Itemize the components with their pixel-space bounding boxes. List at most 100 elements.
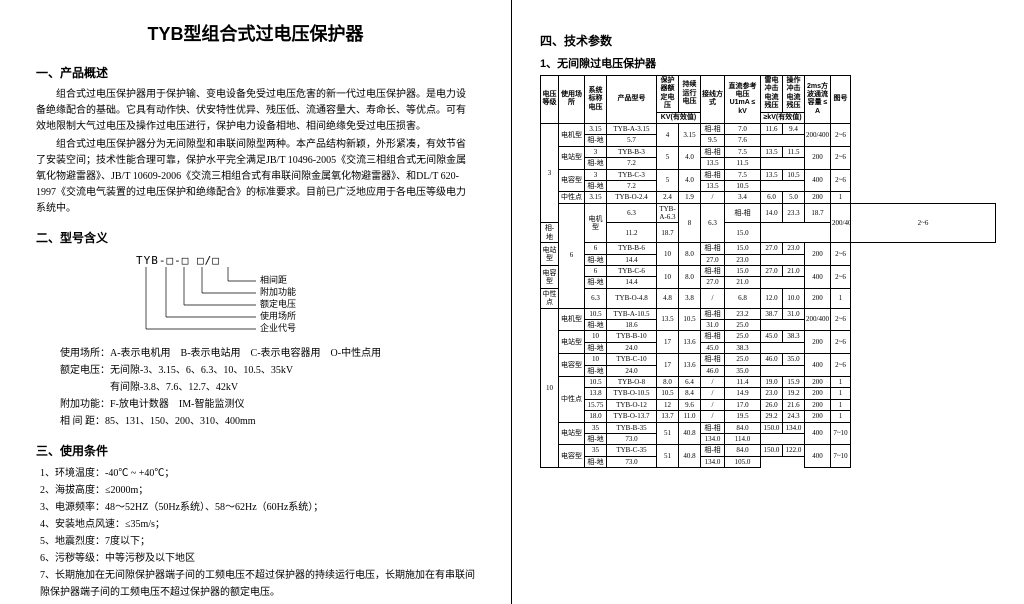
- table-cell: 23.3: [783, 203, 805, 223]
- table-cell: 12: [657, 399, 679, 410]
- table-row: 相-地18.631.025.0: [541, 319, 996, 330]
- table-cell: 23.0: [761, 388, 783, 399]
- usage-line: 使用场所：A-表示电机用 B-表示电站用 C-表示电容器用 O-中性点用: [60, 345, 475, 362]
- th-oimp: 操作冲击电流残压: [783, 76, 805, 113]
- table-row: 电站型3TYB-B-354.0相-相7.513.511.52002~6: [541, 146, 996, 157]
- table-cell: 2~6: [831, 243, 851, 266]
- table-cell: TYB-A-6.3: [657, 203, 679, 223]
- table-cell: 5.7: [607, 135, 657, 146]
- table-cell: TYB-B-6: [607, 243, 657, 254]
- table-row: 相-地7.213.510.5: [541, 180, 996, 191]
- table-cell: 10: [657, 266, 679, 289]
- model-label-1: 附加功能: [260, 286, 296, 298]
- table-cell: 电容型: [559, 445, 585, 468]
- table-cell: 6: [585, 266, 607, 277]
- table-cell: 10.5: [585, 308, 607, 319]
- table-cell: 18.6: [607, 319, 657, 330]
- table-cell: 27.0: [701, 277, 725, 288]
- table-cell: TYB-C-3: [607, 169, 657, 180]
- table-cell: TYB-B-35: [607, 422, 657, 433]
- table-cell: 8.4: [679, 388, 701, 399]
- table-cell: 3.15: [679, 123, 701, 146]
- table-row: 中性点10.5TYB-O-88.06.4/11.419.015.92001: [541, 376, 996, 387]
- sec-1-para-2: 组合式过电压保护器分为无间隙型和串联间隙型两种。本产品结构新颖，外形紧凑，有效节…: [36, 137, 475, 217]
- table-cell: 400: [805, 266, 831, 289]
- table-cell: 46.0: [701, 365, 725, 376]
- table-cell: 电容型: [559, 169, 585, 192]
- table-cell: 400: [805, 445, 831, 468]
- table-cell: 27.0: [761, 266, 783, 277]
- table-cell: 25.0: [725, 331, 761, 342]
- table-cell: 8.0: [657, 376, 679, 387]
- table-cell: 35: [585, 445, 607, 456]
- table-row: 电站型10TYB-B-101713.6相-相25.045.038.32002~6: [541, 331, 996, 342]
- table-cell: 51: [657, 422, 679, 445]
- table-cell: 150.0: [761, 422, 783, 433]
- table-cell: 200: [805, 243, 831, 266]
- cond-item: 3、电源频率：48～52HZ（50Hz系统）、58～62Hz（60Hz系统）；: [40, 499, 475, 516]
- table-cell: 6.0: [761, 192, 783, 203]
- table-cell: 13.5: [701, 180, 725, 191]
- table-row: 电容型6TYB-C-6108.0相-相15.027.021.04002~6: [541, 266, 996, 277]
- cond-item: 7、长期施加在无间隙保护器端子间的工频电压不超过保护器的持续运行电压，长期施加在…: [40, 567, 475, 601]
- table-cell: 13.5: [761, 146, 783, 157]
- table-cell: /: [701, 399, 725, 410]
- table-cell: 7~10: [831, 422, 851, 445]
- table-cell: 相-相: [701, 123, 725, 134]
- table-cell: 18.7: [657, 223, 679, 243]
- spec-table-body: 3电机型3.15TYB-A-3.1543.15相-相7.011.69.4200/…: [541, 123, 996, 467]
- table-cell: 19.5: [725, 411, 761, 422]
- th-sys: 系统标称电压: [585, 76, 607, 124]
- sec-2-heading: 二、型号含义: [36, 229, 475, 246]
- model-code: TYB-□-□ □/□: [136, 254, 475, 267]
- spec-table-head: 电压等级 使用场所 系统标称电压 产品型号 保护器额定电压 持续运行电压 接线方…: [541, 76, 996, 124]
- th-model: 产品型号: [607, 76, 657, 124]
- th-kv-sub: KV(有效值): [657, 112, 701, 123]
- table-cell: 相-相: [725, 203, 761, 223]
- table-cell: 10: [541, 308, 559, 467]
- table-cell: 11.6: [761, 123, 783, 134]
- table-cell: 27.0: [761, 243, 783, 254]
- table-cell: 150.0: [761, 445, 783, 456]
- table-cell: TYB-C-6: [607, 266, 657, 277]
- table-cell: 24.0: [607, 365, 657, 376]
- table-cell: 24.3: [783, 411, 805, 422]
- table-cell: 中性点: [559, 376, 585, 422]
- table-cell: 11.2: [607, 223, 657, 243]
- table-cell: 8: [679, 203, 701, 243]
- table-cell: 13.7: [657, 411, 679, 422]
- table-cell: 电机型: [585, 203, 607, 243]
- table-cell: 相-相: [701, 308, 725, 319]
- table-cell: TYB-O-8: [607, 376, 657, 387]
- table-cell: 11.0: [679, 411, 701, 422]
- table-cell: 134.0: [701, 456, 725, 467]
- table-row: 相-地14.427.021.0: [541, 277, 996, 288]
- table-cell: 134.0: [701, 433, 725, 444]
- table-cell: 13.6: [679, 331, 701, 354]
- table-cell: 35.0: [783, 354, 805, 365]
- table-cell: 13.5: [761, 169, 783, 180]
- th-prot: 保护器额定电压: [657, 76, 679, 113]
- table-cell: TYB-B-10: [607, 331, 657, 342]
- table-cell: 40.8: [679, 445, 701, 468]
- table-cell: TYB-C-10: [607, 354, 657, 365]
- table-cell: 29.2: [761, 411, 783, 422]
- table-cell: 2~6: [831, 146, 851, 169]
- th-dc: 直流参考电压U1mA ≤ kV: [725, 76, 761, 124]
- table-cell: 3.15: [585, 192, 607, 203]
- table-row: 相-地73.0134.0114.0: [541, 433, 996, 444]
- table-row: 电容型3TYB-C-354.0相-相7.513.510.54002~6: [541, 169, 996, 180]
- table-cell: 相-地: [585, 135, 607, 146]
- table-cell: 10.5: [679, 308, 701, 331]
- table-cell: 2~6: [831, 331, 851, 354]
- usage-line: 相 间 距：85、131、150、200、310、400mm: [60, 413, 475, 430]
- table-cell: 40.8: [679, 422, 701, 445]
- table-cell: 7.5: [725, 169, 761, 180]
- table-row: 相-地24.045.038.3: [541, 342, 996, 353]
- table-row: 中性点3.15TYB-O-2.42.41.9/3.46.05.02001: [541, 192, 996, 203]
- table-cell: 200: [805, 331, 831, 354]
- table-cell: 23.0: [783, 243, 805, 254]
- table-cell: 相-地: [585, 158, 607, 169]
- th-level: 电压等级: [541, 76, 559, 124]
- table-cell: 1.9: [679, 192, 701, 203]
